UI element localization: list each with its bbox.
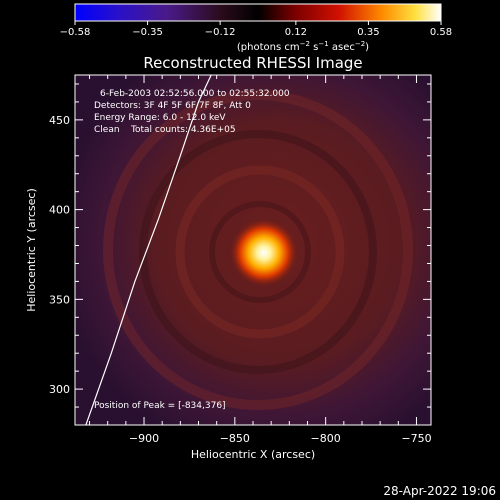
x-axis-label: Heliocentric X (arcsec) (191, 448, 315, 461)
colorbar-tick-label: 0.58 (430, 27, 452, 38)
x-tick-label: −800 (311, 432, 341, 445)
annotation-clean: Clean Total counts: 4.36E+05 (94, 125, 236, 135)
y-tick-label: 300 (49, 383, 70, 396)
axis-ticks: −900 −850 −800 −750 300 350 400 450 (49, 75, 432, 445)
colorbar-ticks: −0.58 −0.35 −0.12 0.12 0.35 0.58 (60, 21, 452, 38)
solar-limb-curve (85, 75, 212, 425)
x-tick-label: −750 (401, 432, 431, 445)
annotation-energy: Energy Range: 6.0 - 12.0 keV (94, 113, 226, 123)
heatmap-image (75, 75, 431, 425)
colorbar-tick-label: −0.58 (60, 27, 91, 38)
annotation-time: 6-Feb-2003 02:52:56.000 to 02:55:32.000 (100, 89, 290, 99)
colorbar-tick-label: −0.35 (132, 27, 163, 38)
y-tick-label: 450 (49, 114, 70, 127)
colorbar-units: (photons cm−2 s−1 asec−2) (237, 40, 369, 53)
colorbar (74, 3, 442, 22)
y-axis-label: Heliocentric Y (arcsec) (25, 188, 38, 312)
annotation-detectors: Detectors: 3F 4F 5F 6F 7F 8F, Att 0 (94, 101, 251, 111)
chart-title: Reconstructed RHESSI Image (143, 54, 362, 72)
peak-source (229, 218, 298, 287)
colorbar-tick-label: 0.35 (357, 27, 379, 38)
x-tick-label: −850 (220, 432, 250, 445)
y-tick-label: 400 (49, 204, 70, 217)
colorbar-tick-label: 0.12 (285, 27, 307, 38)
peak-position-label: Position of Peak = [-834,376] (94, 401, 226, 411)
footer-timestamp: 28-Apr-2022 19:06 (383, 484, 496, 498)
y-tick-label: 350 (49, 293, 70, 306)
colorbar-tick-label: −0.12 (205, 27, 236, 38)
x-tick-label: −900 (129, 432, 159, 445)
